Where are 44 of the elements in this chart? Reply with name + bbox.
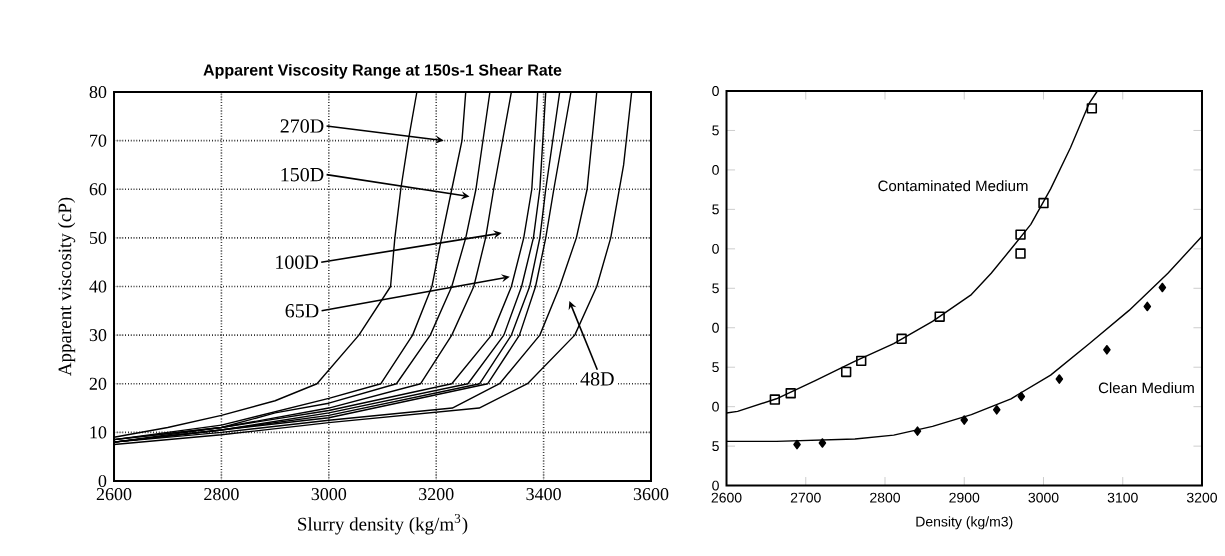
y-tick-label: 40	[89, 280, 107, 293]
text: 0	[712, 243, 719, 254]
x-tick-label: 2800	[204, 488, 239, 501]
text: Clean Medium	[1098, 382, 1194, 394]
text: 0	[712, 322, 719, 333]
y-tick-label: 30	[89, 329, 107, 342]
y-tick-label: 10	[90, 426, 107, 439]
y-tick-label: 80	[89, 85, 107, 99]
x-tick-label: 2600	[96, 488, 132, 501]
text: 5	[712, 441, 719, 451]
x-tick-label: 3100	[1107, 492, 1138, 503]
x-tick-label: 3000	[1028, 492, 1059, 503]
x-axis-title: Density (kg/m3)	[916, 516, 1013, 530]
x-tick-label: 3400	[526, 488, 561, 501]
annotation: 48D	[580, 372, 614, 386]
text: 5	[712, 125, 719, 136]
annotation: 100D	[276, 255, 319, 269]
chart-title: Apparent Viscosity Range at 150s-1 Shear Rate	[203, 63, 562, 79]
x-tick-label: 2800	[870, 492, 901, 503]
text: 5	[712, 362, 719, 373]
x-tick-label: 2600	[711, 492, 742, 503]
x-tick-label: 3000	[311, 488, 347, 501]
x-tick-label: 3200	[419, 488, 454, 501]
text: 0	[712, 401, 719, 412]
annotation: 150D	[281, 167, 324, 182]
x-tick-label: 2700	[790, 492, 821, 503]
text: 0	[712, 480, 719, 491]
y-tick-label: 0	[98, 474, 107, 488]
y-tick-label: 50	[89, 231, 107, 244]
series-label: Contaminated Medium	[878, 180, 1028, 192]
y-tick-label: 20	[89, 377, 107, 390]
x-tick-label: 3600	[633, 488, 669, 501]
y-tick-label: 60	[89, 183, 107, 196]
x-tick-label: 2900	[949, 492, 980, 503]
annotation: 65D	[285, 304, 319, 318]
annotation: 270D	[280, 119, 324, 133]
text: 5	[712, 204, 719, 215]
text: 0	[712, 164, 719, 175]
text: 5	[712, 283, 719, 294]
x-axis-title: Slurry density (kg/m$^{3}$)	[298, 513, 468, 535]
text: 0	[712, 86, 719, 96]
x-tick-label: 3200	[1186, 492, 1218, 503]
y-tick-label: 70	[90, 134, 107, 147]
y-axis-title: Apparent viscosity (cP)	[57, 197, 76, 377]
